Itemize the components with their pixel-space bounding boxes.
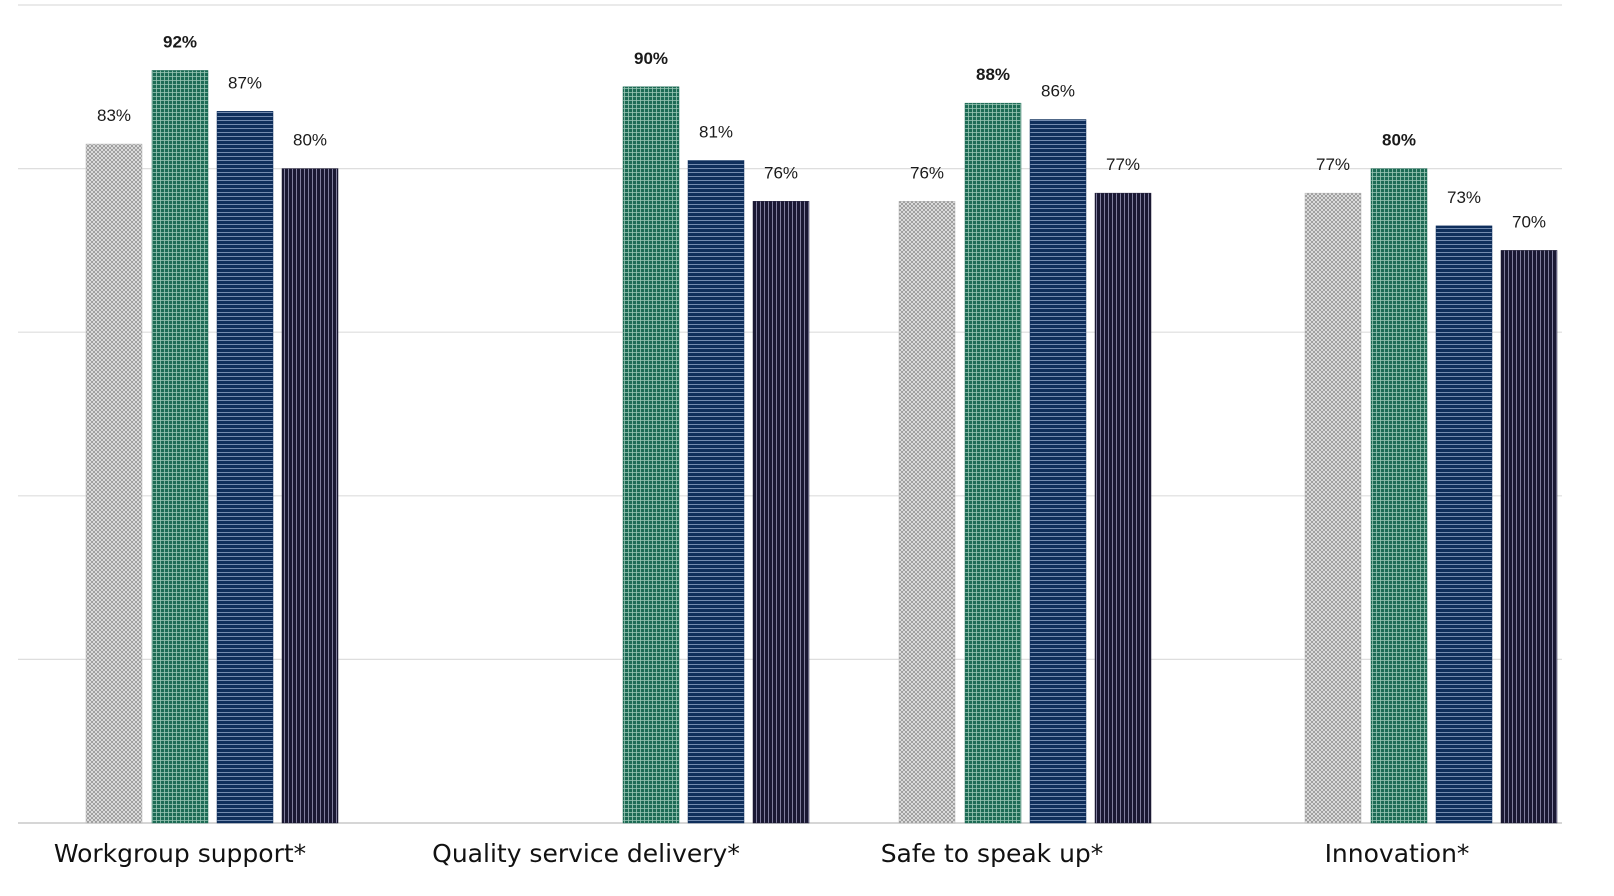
data-label: 86% xyxy=(1041,82,1075,101)
bar xyxy=(898,201,956,824)
bar xyxy=(622,86,680,824)
data-label: 70% xyxy=(1512,212,1546,231)
category-label: Safe to speak up* xyxy=(881,839,1104,868)
category-label: Innovation* xyxy=(1325,839,1470,868)
bar xyxy=(151,70,209,824)
bar xyxy=(1500,250,1558,824)
bar xyxy=(85,143,143,824)
data-label: 73% xyxy=(1447,188,1481,207)
data-label: 80% xyxy=(1382,131,1416,150)
data-label: 76% xyxy=(764,163,798,182)
bar xyxy=(1435,225,1493,824)
bar xyxy=(1370,168,1428,824)
category-label: Workgroup support* xyxy=(54,839,306,868)
data-label: 83% xyxy=(97,106,131,125)
bar xyxy=(1304,192,1362,824)
category-labels: Workgroup support* Quality service delive… xyxy=(54,839,1470,868)
bar xyxy=(964,102,1022,824)
data-label: 77% xyxy=(1106,155,1140,174)
bar xyxy=(1029,119,1087,824)
bar xyxy=(216,111,274,824)
data-label: 77% xyxy=(1316,155,1350,174)
bar xyxy=(752,201,810,824)
data-label: 92% xyxy=(163,32,197,51)
bar xyxy=(281,168,339,824)
category-label: Quality service delivery* xyxy=(432,839,740,868)
bar xyxy=(687,160,745,824)
data-label: 87% xyxy=(228,73,262,92)
data-label: 80% xyxy=(293,131,327,150)
bar xyxy=(1094,192,1152,824)
data-label: 76% xyxy=(910,163,944,182)
data-label: 81% xyxy=(699,122,733,141)
data-label: 88% xyxy=(976,65,1010,84)
data-labels: 83% 76% 77% 92% 90% 88% 80% 87% 81% 86% 73% 80% 76% 7… xyxy=(97,32,1546,231)
bars xyxy=(85,70,1558,824)
data-label: 90% xyxy=(634,49,668,68)
